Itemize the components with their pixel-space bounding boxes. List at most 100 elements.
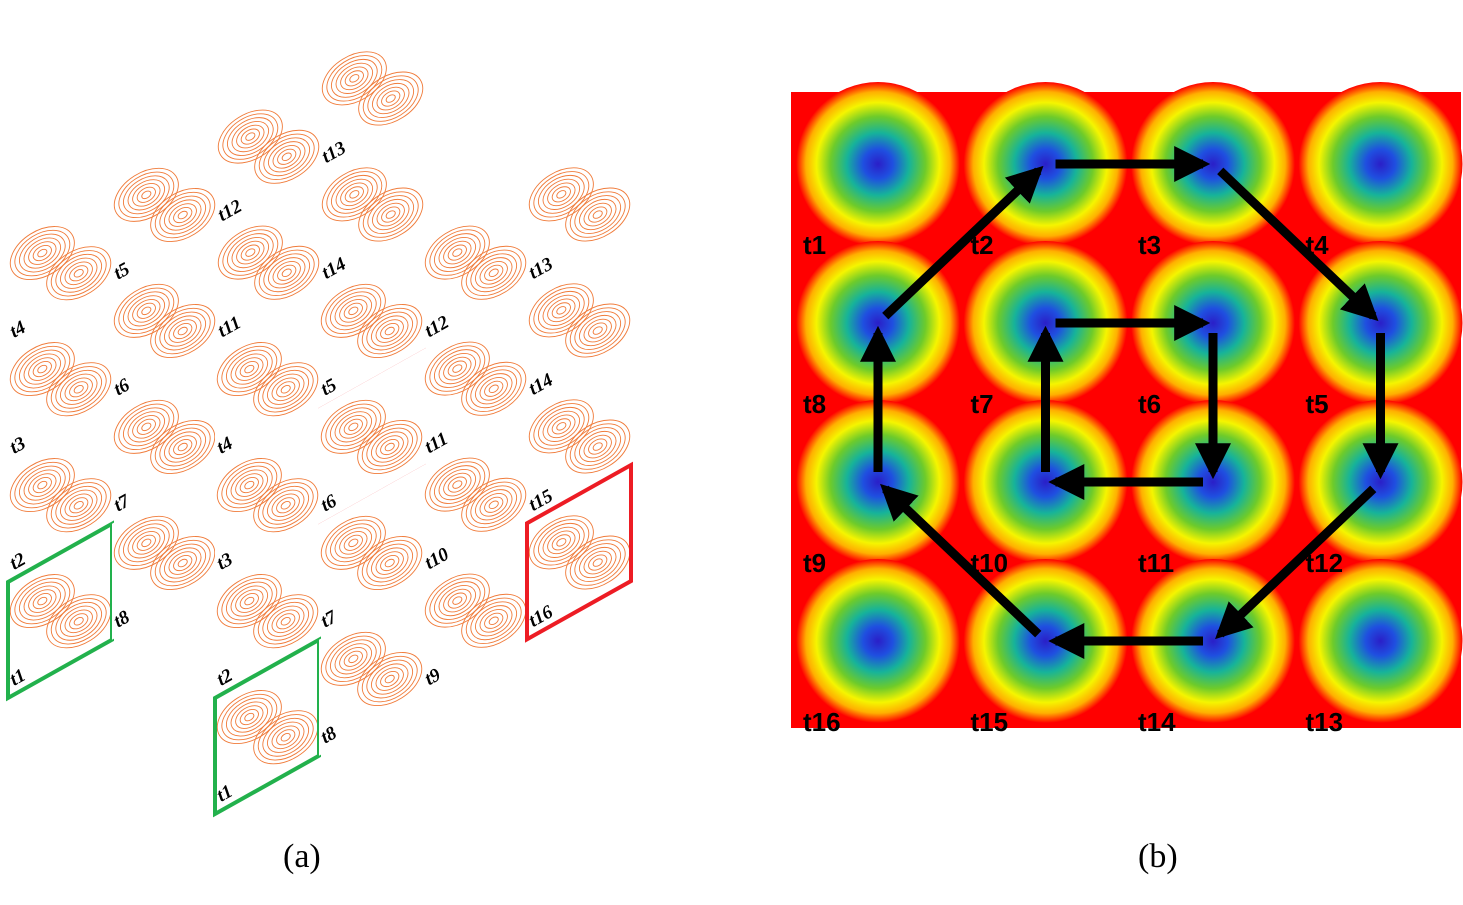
outer-traversal-path	[860, 146, 1399, 659]
contour-line	[55, 485, 103, 525]
contour-line	[484, 612, 504, 629]
contour-line	[245, 132, 256, 141]
contour-line	[438, 352, 477, 385]
contour-line	[226, 349, 273, 389]
contour-line	[367, 195, 415, 234]
contour-line	[592, 442, 603, 451]
contour-line	[366, 427, 414, 467]
contour-line	[276, 729, 296, 746]
contour-line	[14, 345, 71, 393]
contour-line	[46, 246, 112, 301]
tile-t2: t2	[213, 523, 319, 698]
contour-line	[239, 593, 259, 610]
contour-line	[533, 171, 590, 218]
contour-line	[465, 597, 522, 645]
contour-line	[258, 249, 315, 297]
contour-line	[380, 671, 400, 688]
contour-line	[357, 652, 423, 707]
contour-line	[357, 304, 423, 359]
contour-line	[484, 380, 504, 397]
contour-line	[221, 345, 278, 393]
contour-line	[177, 442, 188, 452]
contour-line	[55, 369, 103, 409]
contour-line	[268, 141, 306, 173]
contour-line	[569, 191, 626, 238]
contour-line	[488, 384, 499, 394]
contour-line	[173, 555, 193, 572]
contour-line	[127, 527, 166, 559]
contour-line	[226, 697, 273, 737]
highlight-last-frame	[525, 461, 633, 643]
tile-t8: t8	[110, 465, 216, 640]
contour-line	[475, 605, 513, 637]
tile-t12: t12	[214, 59, 320, 234]
contour-line	[253, 478, 319, 533]
contour-line	[118, 403, 175, 451]
contour-line	[73, 269, 84, 278]
contour-line	[159, 195, 207, 235]
spot-t13	[1298, 559, 1463, 723]
contour-line	[64, 377, 93, 402]
contour-line	[348, 538, 359, 548]
contour-line	[375, 435, 404, 459]
contour-line	[177, 210, 188, 220]
contour-line	[19, 581, 66, 621]
contour-line	[168, 203, 197, 227]
contour-line	[380, 323, 400, 340]
contour-line	[533, 287, 590, 334]
contour-line	[46, 478, 112, 533]
contour-line	[475, 257, 513, 289]
contour-line	[55, 253, 103, 293]
contour-line	[358, 187, 424, 242]
contour-line	[443, 356, 472, 381]
contour-line	[55, 601, 103, 641]
contour-line	[69, 265, 89, 282]
contour-line	[361, 539, 418, 587]
contour-line	[23, 585, 62, 617]
contour-line	[37, 596, 48, 606]
contour-line	[361, 655, 418, 703]
tile-t3: t3	[6, 291, 112, 466]
contour-line	[141, 422, 152, 432]
contour-line	[330, 523, 377, 563]
tile-t14: t14	[318, 117, 424, 292]
contour-line	[257, 482, 314, 529]
contour-line	[254, 245, 320, 300]
contour-line	[281, 268, 292, 278]
grid-label-t13: t13	[1306, 707, 1344, 737]
contour-line	[230, 701, 269, 733]
contour-line	[37, 364, 48, 374]
contour-line	[335, 178, 374, 210]
contour-line	[164, 431, 202, 463]
grid-label-t1: t1	[803, 230, 826, 260]
contour-line	[235, 589, 264, 613]
contour-line	[159, 427, 207, 467]
contour-line	[276, 381, 296, 398]
contour-line	[565, 187, 631, 242]
contour-line	[574, 427, 622, 466]
spot-t11	[1131, 400, 1295, 564]
tile-t15: t15	[525, 349, 631, 524]
contour-line	[348, 654, 359, 664]
arrow-t3-to-t5	[1217, 167, 1379, 322]
contour-line	[565, 419, 631, 474]
contour-line	[28, 589, 57, 613]
contour-line	[50, 250, 107, 297]
contour-line	[235, 473, 264, 497]
contour-line	[434, 465, 481, 504]
contour-line	[533, 519, 590, 566]
contour-line	[334, 527, 373, 559]
contour-line	[280, 501, 291, 510]
contour-line	[381, 90, 401, 107]
tile-t5: t5	[317, 233, 423, 408]
contour-line	[222, 229, 279, 276]
contour-line	[23, 353, 62, 385]
contour-line	[371, 547, 409, 579]
contour-line	[362, 75, 419, 122]
contour-line	[339, 298, 368, 323]
contour-line	[239, 709, 259, 726]
contour-line	[565, 303, 631, 358]
contour-line	[579, 430, 617, 463]
contour-line	[141, 190, 152, 200]
